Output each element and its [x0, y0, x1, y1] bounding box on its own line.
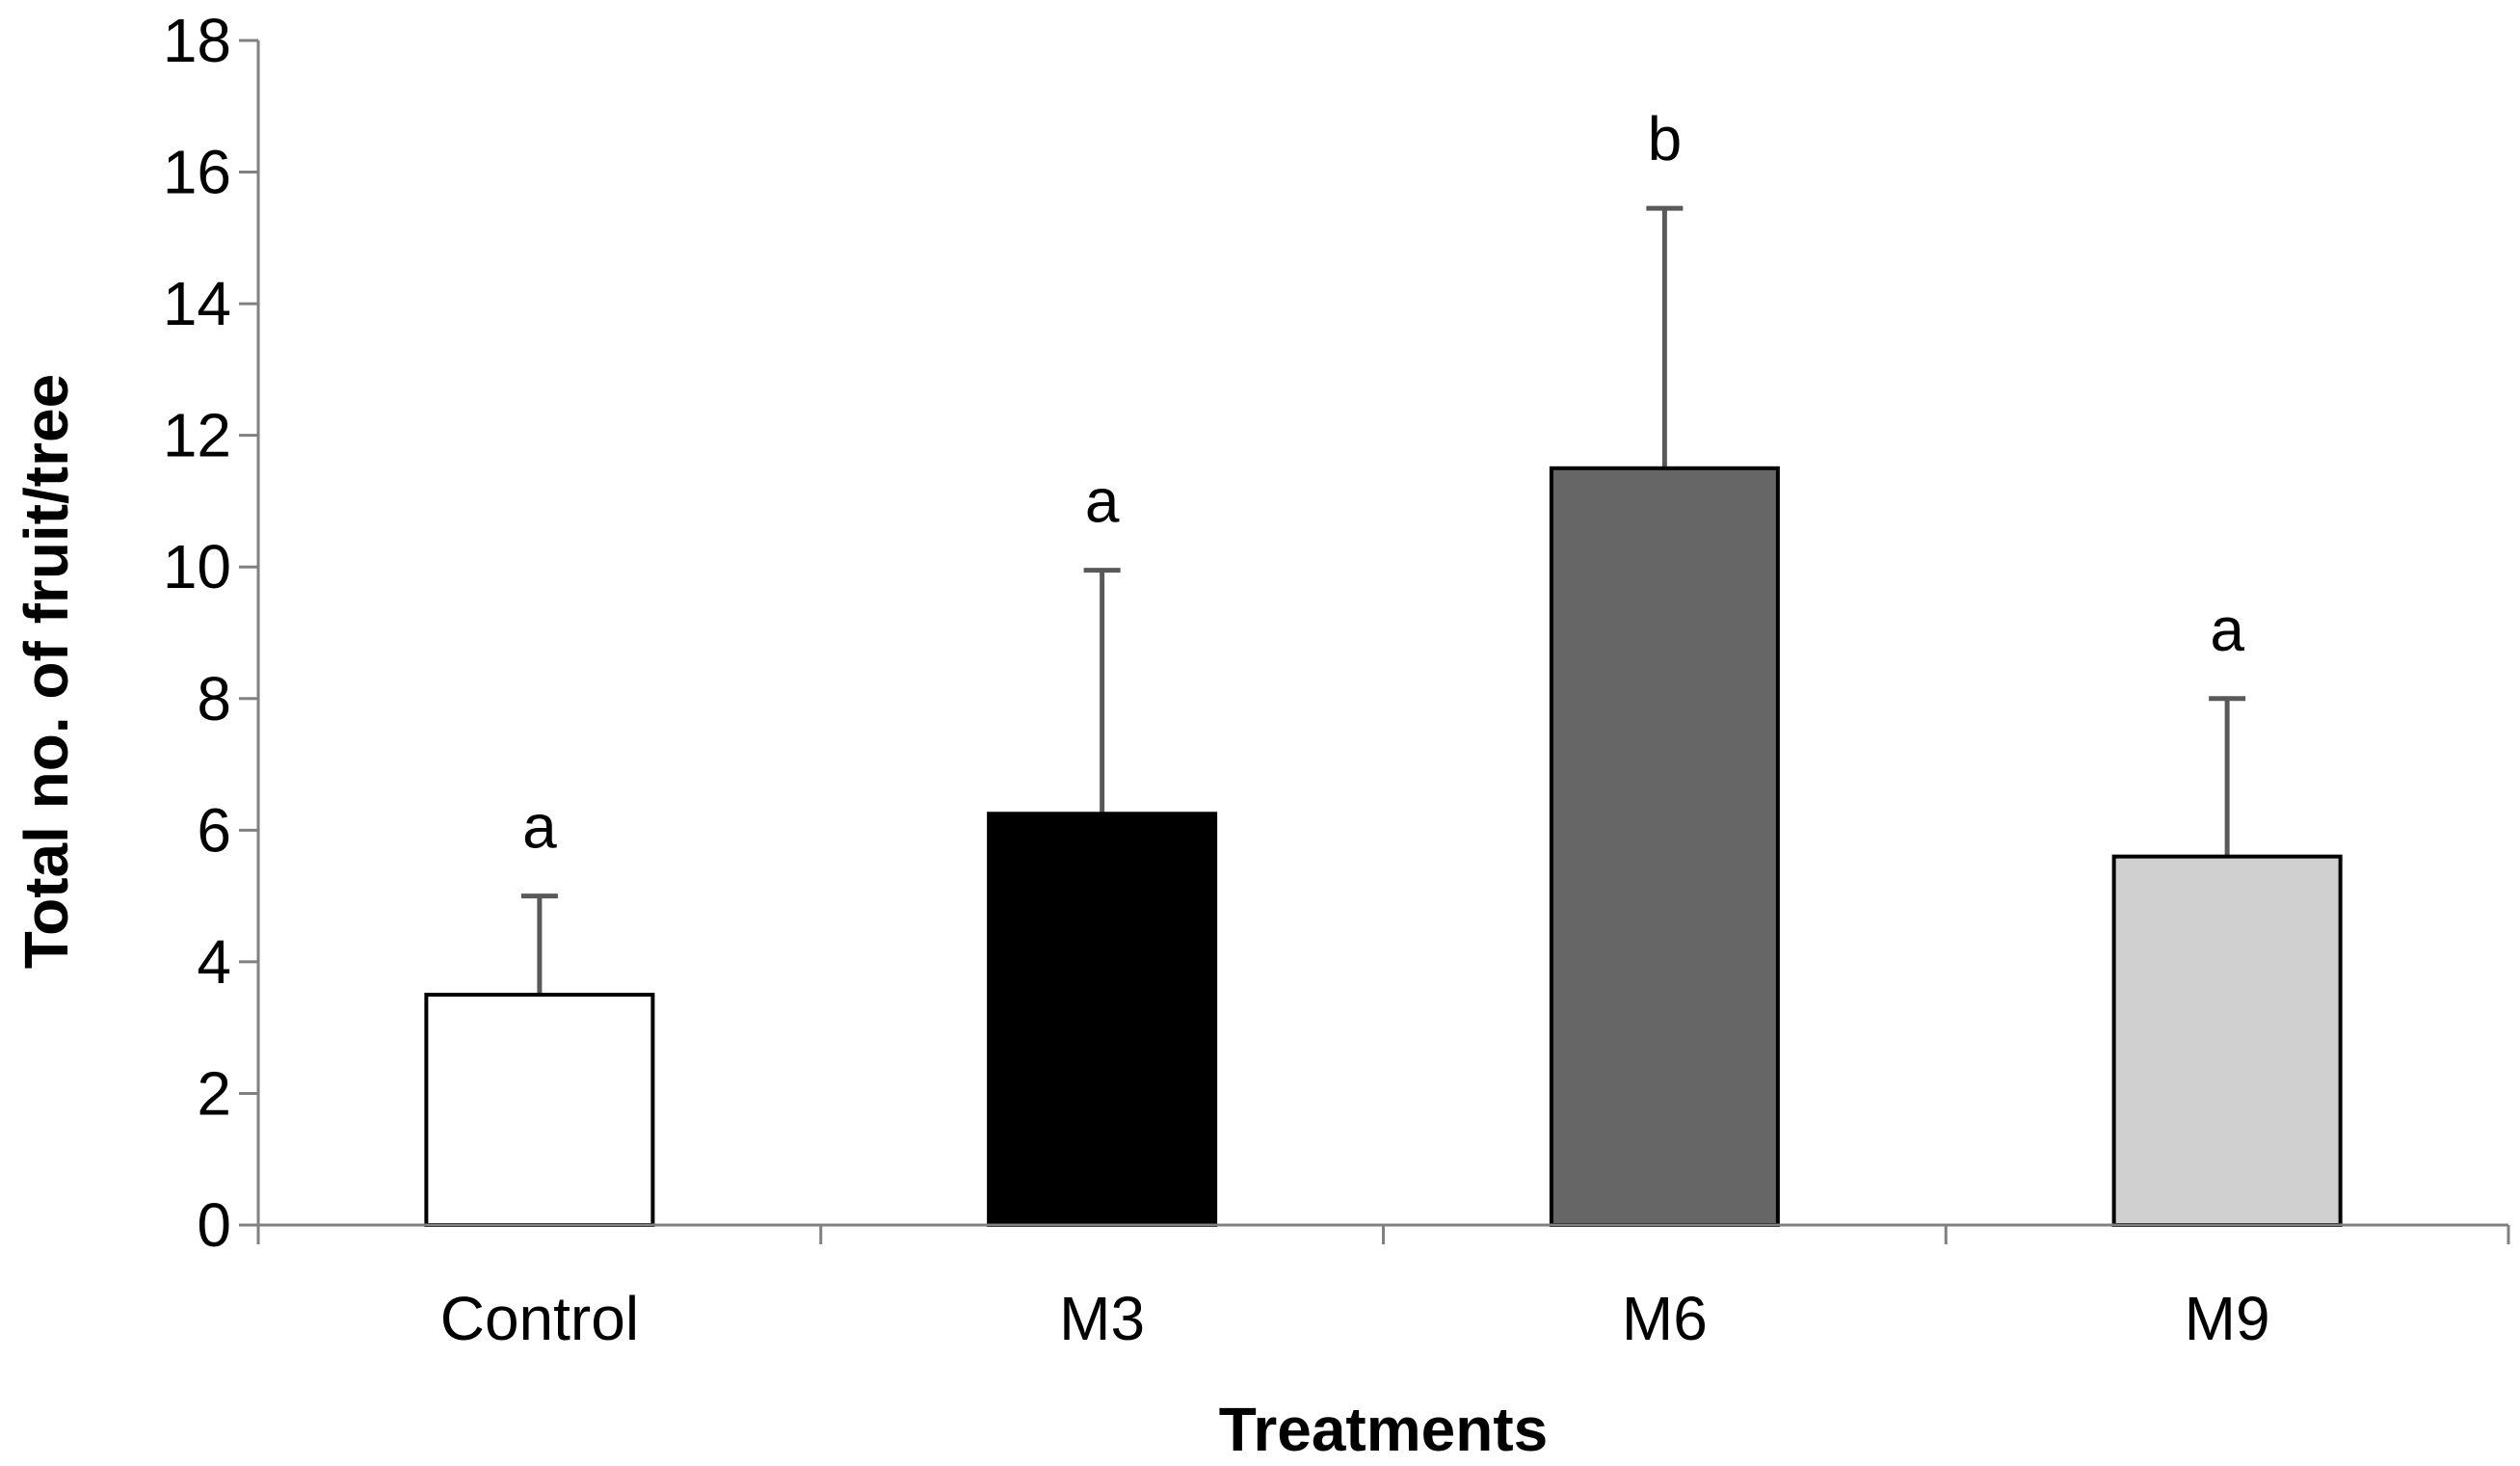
significance-label: a: [2210, 595, 2244, 664]
y-axis-title: Total no. of fruit/tree: [12, 374, 81, 969]
error-bars-group: [520, 205, 2246, 1001]
x-tick-label: M3: [1059, 1284, 1145, 1353]
x-tick-label: M9: [2185, 1284, 2270, 1353]
y-tick-label: 4: [197, 927, 231, 997]
significance-label: a: [1085, 466, 1120, 536]
y-tick-label: 0: [197, 1190, 231, 1260]
y-tick-label: 14: [163, 269, 231, 338]
x-tick-label: M6: [1622, 1284, 1708, 1353]
y-tick-label: 8: [197, 664, 231, 733]
significance-label: a: [522, 792, 557, 862]
significance-labels-group: a a b a: [522, 104, 2244, 862]
y-tick-label: 6: [197, 795, 231, 865]
x-ticks-group: Control M3 M6 M9: [256, 1225, 2510, 1353]
y-tick-label: 2: [197, 1058, 231, 1128]
bar-m9: [2111, 854, 2343, 1228]
bars-group: [424, 466, 2343, 1228]
significance-label: b: [1648, 104, 1683, 173]
y-tick-label: 16: [163, 138, 231, 207]
bar-control: [424, 993, 655, 1228]
x-axis-title: Treatments: [1219, 1395, 1548, 1464]
bar-m3: [987, 812, 1218, 1228]
y-tick-label: 12: [163, 401, 231, 470]
y-ticks-group: 0 2 4 6 8 10 12 14 16 18: [163, 6, 258, 1260]
x-tick-label: Control: [440, 1284, 639, 1353]
y-tick-label: 10: [163, 532, 231, 601]
bar-m6: [1549, 466, 1780, 1227]
y-tick-label: 18: [163, 6, 231, 75]
